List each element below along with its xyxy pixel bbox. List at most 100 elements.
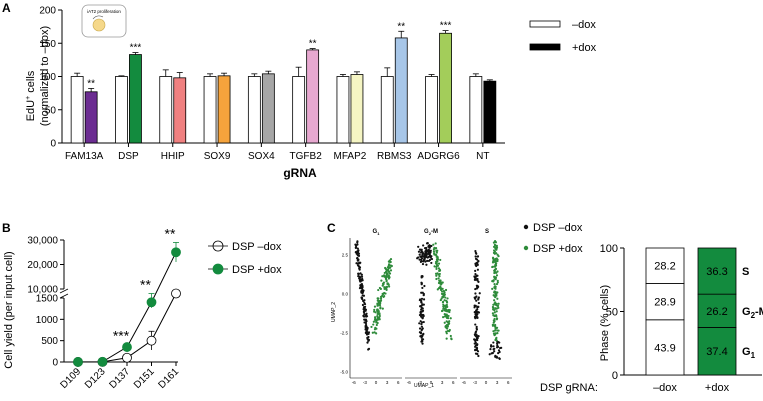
scatter-point-dsp-plus bbox=[375, 332, 378, 335]
panel-a-category-label: HHIP bbox=[161, 151, 185, 162]
scatter-point-dsp-minus bbox=[474, 255, 477, 258]
scatter-point-dsp-minus bbox=[475, 278, 478, 281]
phase-value-label: 36.3 bbox=[706, 266, 727, 278]
scatter-point-dsp-minus bbox=[419, 315, 423, 318]
cell-icon bbox=[92, 18, 106, 32]
scatter-point-dsp-minus bbox=[474, 330, 478, 333]
scatter-point-dsp-minus bbox=[427, 245, 430, 248]
scatter-point-dsp-minus bbox=[488, 353, 491, 356]
scatter-point-dsp-minus bbox=[475, 336, 479, 339]
scatter-point-dsp-plus bbox=[496, 297, 499, 300]
scatter-point-dsp-minus bbox=[357, 272, 360, 275]
scatter-point-dsp-plus bbox=[445, 337, 448, 340]
scatter-point-dsp-plus bbox=[432, 250, 436, 253]
facet-label-g1: G1 bbox=[373, 229, 381, 236]
scatter-point-dsp-minus bbox=[430, 257, 434, 261]
scatter-point-dsp-plus bbox=[380, 279, 383, 282]
scatter-point-dsp-minus bbox=[358, 267, 361, 270]
scatter-point-dsp-plus bbox=[384, 287, 387, 290]
scatter-point-dsp-minus bbox=[421, 291, 424, 294]
scatter-point-dsp-minus bbox=[421, 286, 424, 290]
bar-minus-dox bbox=[336, 76, 350, 144]
scatter-point-dsp-plus bbox=[495, 257, 498, 260]
scatter-point-dsp-minus bbox=[474, 263, 477, 267]
bar-plus-dox bbox=[306, 49, 320, 144]
panel-b: Cell yield (per input cell) DSP –dox DSP… bbox=[3, 240, 282, 369]
scatter-point-dsp-minus bbox=[477, 301, 480, 305]
scatter-point-dsp-plus bbox=[438, 268, 441, 271]
umap-ylabel: UMAP_2 bbox=[331, 302, 337, 322]
scatter-point-dsp-minus bbox=[420, 308, 423, 311]
scatter-point-dsp-plus bbox=[493, 291, 496, 294]
point-dsp-minus bbox=[146, 335, 157, 346]
scatter-point-dsp-minus bbox=[418, 331, 422, 334]
scatter-point-dsp-plus bbox=[440, 297, 443, 300]
scatter-point-dsp-minus bbox=[476, 268, 479, 271]
scatter-point-dsp-minus bbox=[363, 302, 367, 306]
scatter-point-dsp-plus bbox=[442, 289, 445, 293]
bar-plus-dox bbox=[439, 32, 452, 144]
bar-plus-dox bbox=[217, 75, 231, 144]
umap-xtick-label: -6 bbox=[352, 380, 356, 385]
phase-ylabel: Phase (% cells) bbox=[599, 285, 611, 361]
scatter-point-dsp-plus bbox=[493, 268, 497, 271]
umap-xtick-label: -6 bbox=[407, 380, 411, 385]
scatter-point-dsp-minus bbox=[418, 253, 421, 256]
scatter-point-dsp-plus bbox=[495, 310, 498, 313]
scatter-point-dsp-plus bbox=[436, 288, 439, 291]
scatter-point-dsp-minus bbox=[500, 346, 503, 349]
scatter-point-dsp-plus bbox=[379, 297, 383, 300]
scatter-point-dsp-plus bbox=[441, 287, 444, 290]
scatter-point-dsp-minus bbox=[365, 330, 368, 333]
scatter-point-dsp-minus bbox=[426, 259, 429, 263]
scatter-point-dsp-minus bbox=[361, 297, 364, 301]
scatter-point-dsp-plus bbox=[495, 339, 498, 342]
scatter-point-dsp-plus bbox=[379, 287, 383, 291]
scatter-point-dsp-plus bbox=[385, 285, 389, 289]
scatter-point-dsp-plus bbox=[494, 323, 497, 327]
bar-minus-dox bbox=[425, 76, 438, 144]
scatter-point-dsp-plus bbox=[382, 283, 385, 286]
bar-minus-dox bbox=[115, 76, 128, 144]
scatter-point-dsp-minus bbox=[361, 291, 364, 294]
scatter-point-dsp-minus bbox=[420, 248, 423, 251]
scatter-point-dsp-plus bbox=[435, 249, 438, 252]
scatter-point-dsp-minus bbox=[367, 348, 370, 351]
phase-segment-g1 bbox=[697, 327, 737, 376]
scatter-point-dsp-minus bbox=[421, 309, 425, 312]
scatter-point-dsp-minus bbox=[474, 345, 477, 348]
scatter-point-dsp-plus bbox=[374, 311, 377, 314]
scatter-point-dsp-plus bbox=[376, 318, 379, 321]
scatter-point-dsp-minus bbox=[475, 327, 478, 330]
scatter-point-dsp-plus bbox=[385, 276, 388, 279]
scatter-point-dsp-minus bbox=[420, 313, 423, 316]
scatter-point-dsp-minus bbox=[475, 325, 478, 328]
phase-segment-g2m bbox=[697, 293, 737, 328]
scatter-point-dsp-minus bbox=[422, 260, 425, 263]
legend-dot-dsp-minus bbox=[523, 224, 529, 230]
scatter-point-dsp-minus bbox=[364, 318, 368, 321]
scatter-point-dsp-plus bbox=[388, 272, 392, 275]
scatter-point-dsp-minus bbox=[354, 246, 358, 249]
phase-value-label: 26.2 bbox=[706, 306, 727, 318]
panel-b-xtick-label: D109 bbox=[58, 366, 83, 391]
scatter-point-dsp-plus bbox=[387, 269, 390, 272]
scatter-point-dsp-plus bbox=[374, 326, 377, 329]
scatter-point-dsp-minus bbox=[420, 329, 423, 332]
scatter-point-dsp-plus bbox=[493, 333, 496, 337]
scatter-point-dsp-plus bbox=[439, 282, 442, 285]
scatter-point-dsp-plus bbox=[439, 258, 442, 262]
bar-minus-dox bbox=[159, 76, 173, 144]
scatter-point-dsp-minus bbox=[421, 327, 424, 330]
scatter-point-dsp-plus bbox=[379, 299, 382, 303]
scatter-point-dsp-plus bbox=[371, 331, 374, 334]
bar-minus-dox bbox=[292, 76, 306, 144]
bar-minus-dox bbox=[70, 76, 84, 144]
point-dsp-plus bbox=[171, 247, 181, 258]
scatter-point-dsp-minus bbox=[498, 350, 501, 354]
scatter-point-dsp-minus bbox=[474, 275, 478, 278]
scatter-point-dsp-minus bbox=[421, 253, 424, 256]
panel-a-category-label: ADGRG6 bbox=[417, 151, 460, 162]
scatter-point-dsp-minus bbox=[420, 276, 423, 279]
